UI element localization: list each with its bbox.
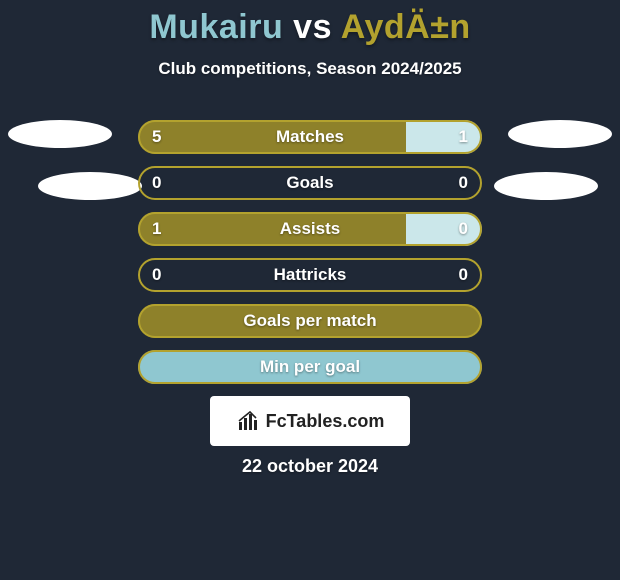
date-label: 22 october 2024 [0,456,620,477]
value-left: 0 [152,258,161,292]
stat-row: Goals per match [0,304,620,338]
bar-left [138,120,406,154]
subtitle: Club competitions, Season 2024/2025 [0,59,620,79]
bar-border [138,166,482,200]
vs-label: vs [293,8,332,46]
stat-row: 0 0Hattricks [0,258,620,292]
bar-track: Goals per match [138,304,482,338]
logo-box: FcTables.com [210,396,410,446]
bar-border [138,258,482,292]
stat-label: Goals [138,166,482,200]
bar-track: 0 0Hattricks [138,258,482,292]
title: Mukairu vs AydÄ±n [0,0,620,47]
stat-label: Hattricks [138,258,482,292]
player2-name: AydÄ±n [341,8,471,46]
comparison-card: Mukairu vs AydÄ±n Club competitions, Sea… [0,0,620,580]
bar-track: 10Assists [138,212,482,246]
value-right: 1 [459,120,468,154]
value-left: 0 [152,166,161,200]
logo-text: FcTables.com [266,411,385,432]
bar-right [406,120,482,154]
value-right: 0 [459,166,468,200]
value-right: 0 [459,258,468,292]
bar-track: Min per goal [138,350,482,384]
bar-right [406,212,482,246]
value-right: 0 [459,212,468,246]
player1-name: Mukairu [149,8,283,46]
value-left: 5 [152,120,161,154]
stat-row: 0 0Goals [0,166,620,200]
stats-rows: 51Matches00Goals10Assists00HattricksGoal… [0,120,620,396]
stat-row: 10Assists [0,212,620,246]
bar-track: 0 0Goals [138,166,482,200]
bar-left [138,304,482,338]
bar-left [138,212,406,246]
bar-track: 51Matches [138,120,482,154]
value-left: 1 [152,212,161,246]
stat-row: Min per goal [0,350,620,384]
bar-right [138,350,482,384]
chart-icon [236,409,260,433]
stat-row: 51Matches [0,120,620,154]
